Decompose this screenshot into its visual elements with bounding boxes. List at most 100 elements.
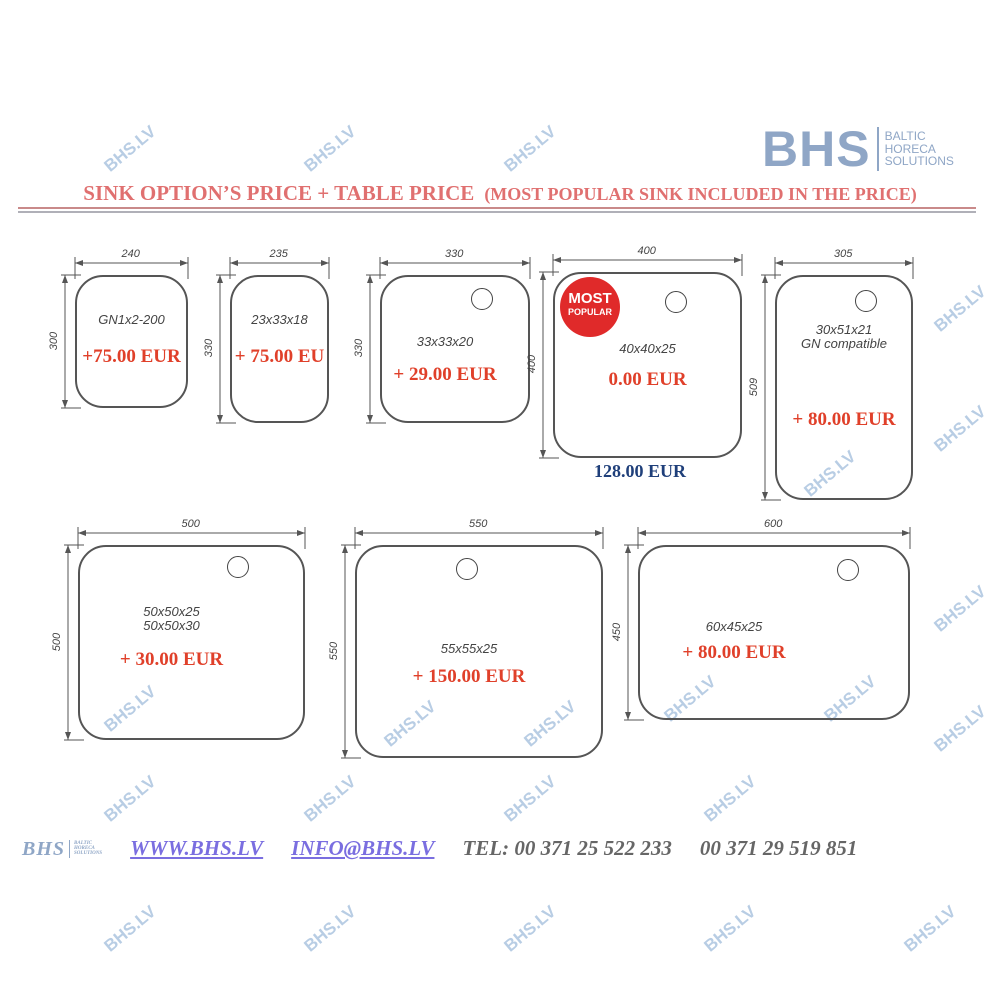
arrow-head <box>775 260 783 266</box>
arrow-head <box>321 260 329 266</box>
sink-price: +75.00 EUR <box>82 346 181 367</box>
divider <box>18 207 976 209</box>
height-dimension: 330 <box>203 338 216 358</box>
arrow-head <box>625 712 631 720</box>
arrow-head <box>905 260 913 266</box>
sink-model: 23x33x18 <box>251 312 308 327</box>
arrow-head <box>540 450 546 458</box>
sink-outline <box>355 545 603 758</box>
sink-model: 33x33x20 <box>416 334 474 349</box>
sink-price: + 80.00 EUR <box>792 409 896 430</box>
arrow-head <box>355 530 363 536</box>
arrow-head <box>595 530 603 536</box>
arrow-head <box>540 272 546 280</box>
sink-model: 30x51x21 GN compatible <box>801 322 887 352</box>
arrow-head <box>62 400 68 408</box>
sink-model: 60x45x25 <box>705 619 763 634</box>
arrow-head <box>297 530 305 536</box>
title-sub: (MOST POPULAR SINK INCLUDED IN THE PRICE… <box>484 184 917 204</box>
arrow-head <box>62 275 68 283</box>
sink-model: GN1x2-200 <box>98 312 165 327</box>
sink-price: + 150.00 EUR <box>412 666 526 687</box>
height-dimension: 550 <box>328 641 341 660</box>
arrow-head <box>230 260 238 266</box>
phone-1: TEL: 00 371 25 522 233 <box>462 836 672 860</box>
arrow-head <box>367 275 373 283</box>
width-dimension: 330 <box>445 248 464 260</box>
height-dimension: 300 <box>48 331 61 350</box>
arrow-head <box>367 415 373 423</box>
height-dimension: 330 <box>353 338 366 358</box>
arrow-head <box>638 530 646 536</box>
logo-tagline: BALTIC HORECA SOLUTIONS <box>885 130 954 168</box>
arrow-head <box>522 260 530 266</box>
arrow-head <box>553 257 561 263</box>
arrow-head <box>342 545 348 553</box>
page-title: SINK OPTION’S PRICE + TABLE PRICE (MOST P… <box>0 181 1000 205</box>
arrow-head <box>217 275 223 283</box>
drain-hole <box>471 288 493 310</box>
height-dimension: 500 <box>51 632 64 651</box>
sink-outline <box>380 275 530 423</box>
arrow-head <box>902 530 910 536</box>
drain-hole <box>837 559 859 581</box>
logo-line: SOLUTIONS <box>884 154 954 169</box>
drain-hole <box>665 291 687 313</box>
sink-price: + 80.00 EUR <box>682 642 786 663</box>
drain-hole <box>456 558 478 580</box>
website-link[interactable]: WWW.BHS.LV <box>130 836 264 860</box>
width-dimension: 240 <box>121 248 140 260</box>
sink-price: + 29.00 EUR <box>393 364 497 385</box>
sink-model: 50x50x25 50x50x30 <box>143 604 200 634</box>
width-dimension: 500 <box>181 518 200 530</box>
sink-price: + 75.00 EU <box>234 346 325 367</box>
arrow-head <box>380 260 388 266</box>
sink-price: + 30.00 EUR <box>119 649 224 670</box>
arrow-head <box>180 260 188 266</box>
sink-price: 0.00 EUR <box>608 369 687 390</box>
width-dimension: 305 <box>834 248 853 260</box>
height-dimension: 450 <box>611 622 624 641</box>
arrow-head <box>78 530 86 536</box>
drain-hole <box>855 290 877 312</box>
arrow-head <box>625 545 631 553</box>
logo-line: BALTIC <box>884 129 926 144</box>
sink-outline <box>78 545 305 740</box>
width-dimension: 400 <box>637 245 656 257</box>
logo-line: BALTIC <box>74 840 92 846</box>
badge-line: MOST <box>568 290 612 307</box>
width-dimension: 550 <box>469 518 488 530</box>
base-price: 128.00 EUR <box>594 461 687 481</box>
logo-tagline: BALTIC HORECA SOLUTIONS <box>74 841 102 857</box>
arrow-head <box>65 732 71 740</box>
logo-line: HORECA <box>884 141 936 156</box>
sink-outline <box>638 545 910 720</box>
sink-outline <box>75 275 188 408</box>
sink-model: 55x55x25 <box>440 641 498 656</box>
width-dimension: 235 <box>269 248 288 260</box>
arrow-head <box>75 260 83 266</box>
height-dimension: 400 <box>526 354 539 374</box>
arrow-head <box>734 257 742 263</box>
logo-line: SOLUTIONS <box>74 851 103 857</box>
sink-outline <box>230 275 329 423</box>
arrow-head <box>762 492 768 500</box>
email-link[interactable]: INFO@BHS.LV <box>291 836 435 860</box>
arrow-head <box>217 415 223 423</box>
arrow-head <box>342 750 348 758</box>
sink-model: 40x40x25 <box>619 341 676 356</box>
logo-mark: BHS <box>762 121 871 177</box>
phone-2: 00 371 29 519 851 <box>699 836 858 860</box>
logo-divider <box>876 127 879 171</box>
divider <box>18 211 976 213</box>
footer: BHS BALTIC HORECA SOLUTIONS WWW.BHS.LV I… <box>22 836 857 861</box>
arrow-head <box>762 275 768 283</box>
arrow-head <box>65 545 71 553</box>
sink-outline <box>775 275 913 500</box>
bhs-logo: BHS BALTIC HORECA SOLUTIONS <box>762 124 954 174</box>
sink-outline <box>553 272 742 458</box>
logo-mark: BHS <box>22 837 66 860</box>
badge-line: POPULAR <box>567 307 612 317</box>
logo-line: HORECA <box>74 845 95 851</box>
